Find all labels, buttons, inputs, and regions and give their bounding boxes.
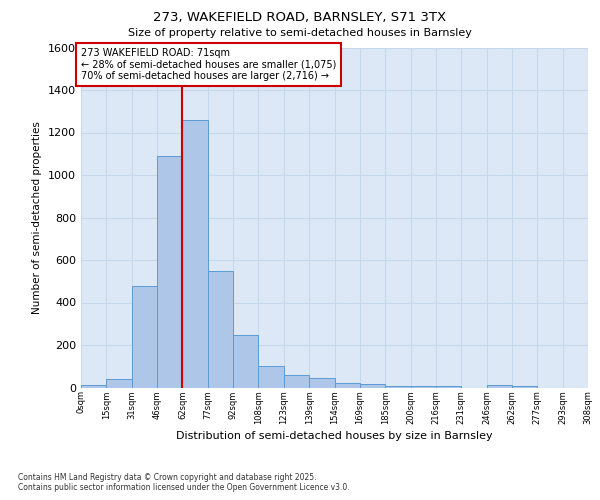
- Bar: [512, 386, 538, 388]
- Bar: [487, 386, 512, 388]
- Bar: [410, 386, 436, 388]
- Y-axis label: Number of semi-detached properties: Number of semi-detached properties: [32, 121, 43, 314]
- Bar: [233, 336, 259, 388]
- Bar: [309, 378, 335, 388]
- Text: 273 WAKEFIELD ROAD: 71sqm
← 28% of semi-detached houses are smaller (1,075)
70% : 273 WAKEFIELD ROAD: 71sqm ← 28% of semi-…: [81, 48, 337, 80]
- Bar: [259, 366, 284, 388]
- Text: Size of property relative to semi-detached houses in Barnsley: Size of property relative to semi-detach…: [128, 28, 472, 38]
- Bar: [81, 386, 106, 388]
- Bar: [284, 375, 309, 388]
- Text: Contains HM Land Registry data © Crown copyright and database right 2025.
Contai: Contains HM Land Registry data © Crown c…: [18, 472, 350, 492]
- Bar: [106, 379, 132, 388]
- Bar: [385, 386, 410, 388]
- Bar: [157, 156, 182, 388]
- X-axis label: Distribution of semi-detached houses by size in Barnsley: Distribution of semi-detached houses by …: [176, 431, 493, 441]
- Bar: [436, 386, 461, 388]
- Bar: [360, 384, 385, 388]
- Text: 273, WAKEFIELD ROAD, BARNSLEY, S71 3TX: 273, WAKEFIELD ROAD, BARNSLEY, S71 3TX: [154, 11, 446, 24]
- Bar: [132, 286, 157, 388]
- Bar: [335, 383, 360, 388]
- Bar: [208, 270, 233, 388]
- Bar: [182, 120, 208, 388]
